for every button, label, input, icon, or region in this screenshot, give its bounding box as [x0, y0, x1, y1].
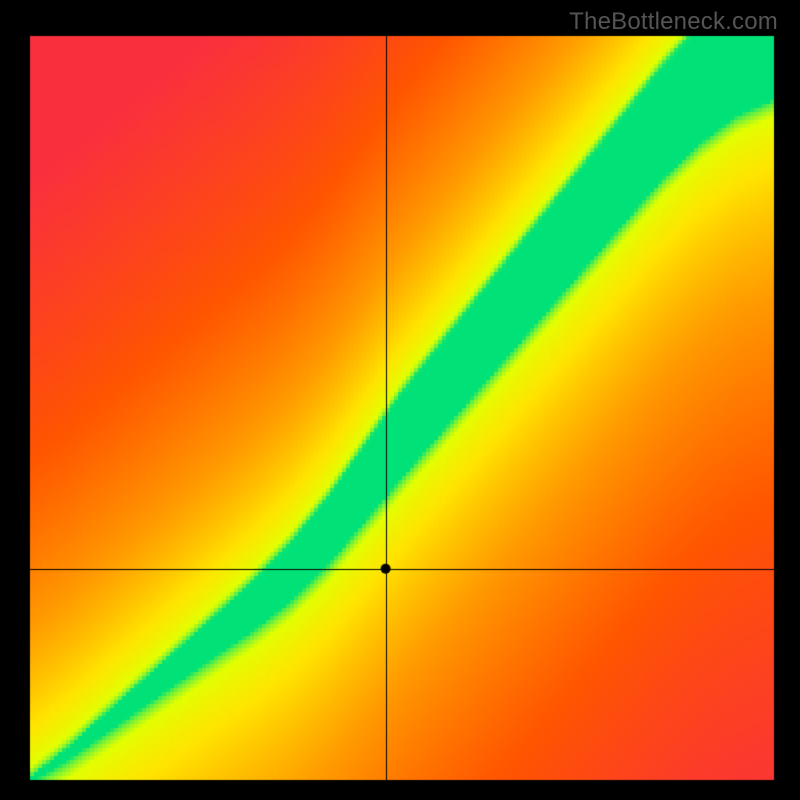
- bottleneck-heatmap: [0, 0, 800, 800]
- chart-wrap: TheBottleneck.com: [0, 0, 800, 800]
- source-watermark: TheBottleneck.com: [569, 8, 778, 36]
